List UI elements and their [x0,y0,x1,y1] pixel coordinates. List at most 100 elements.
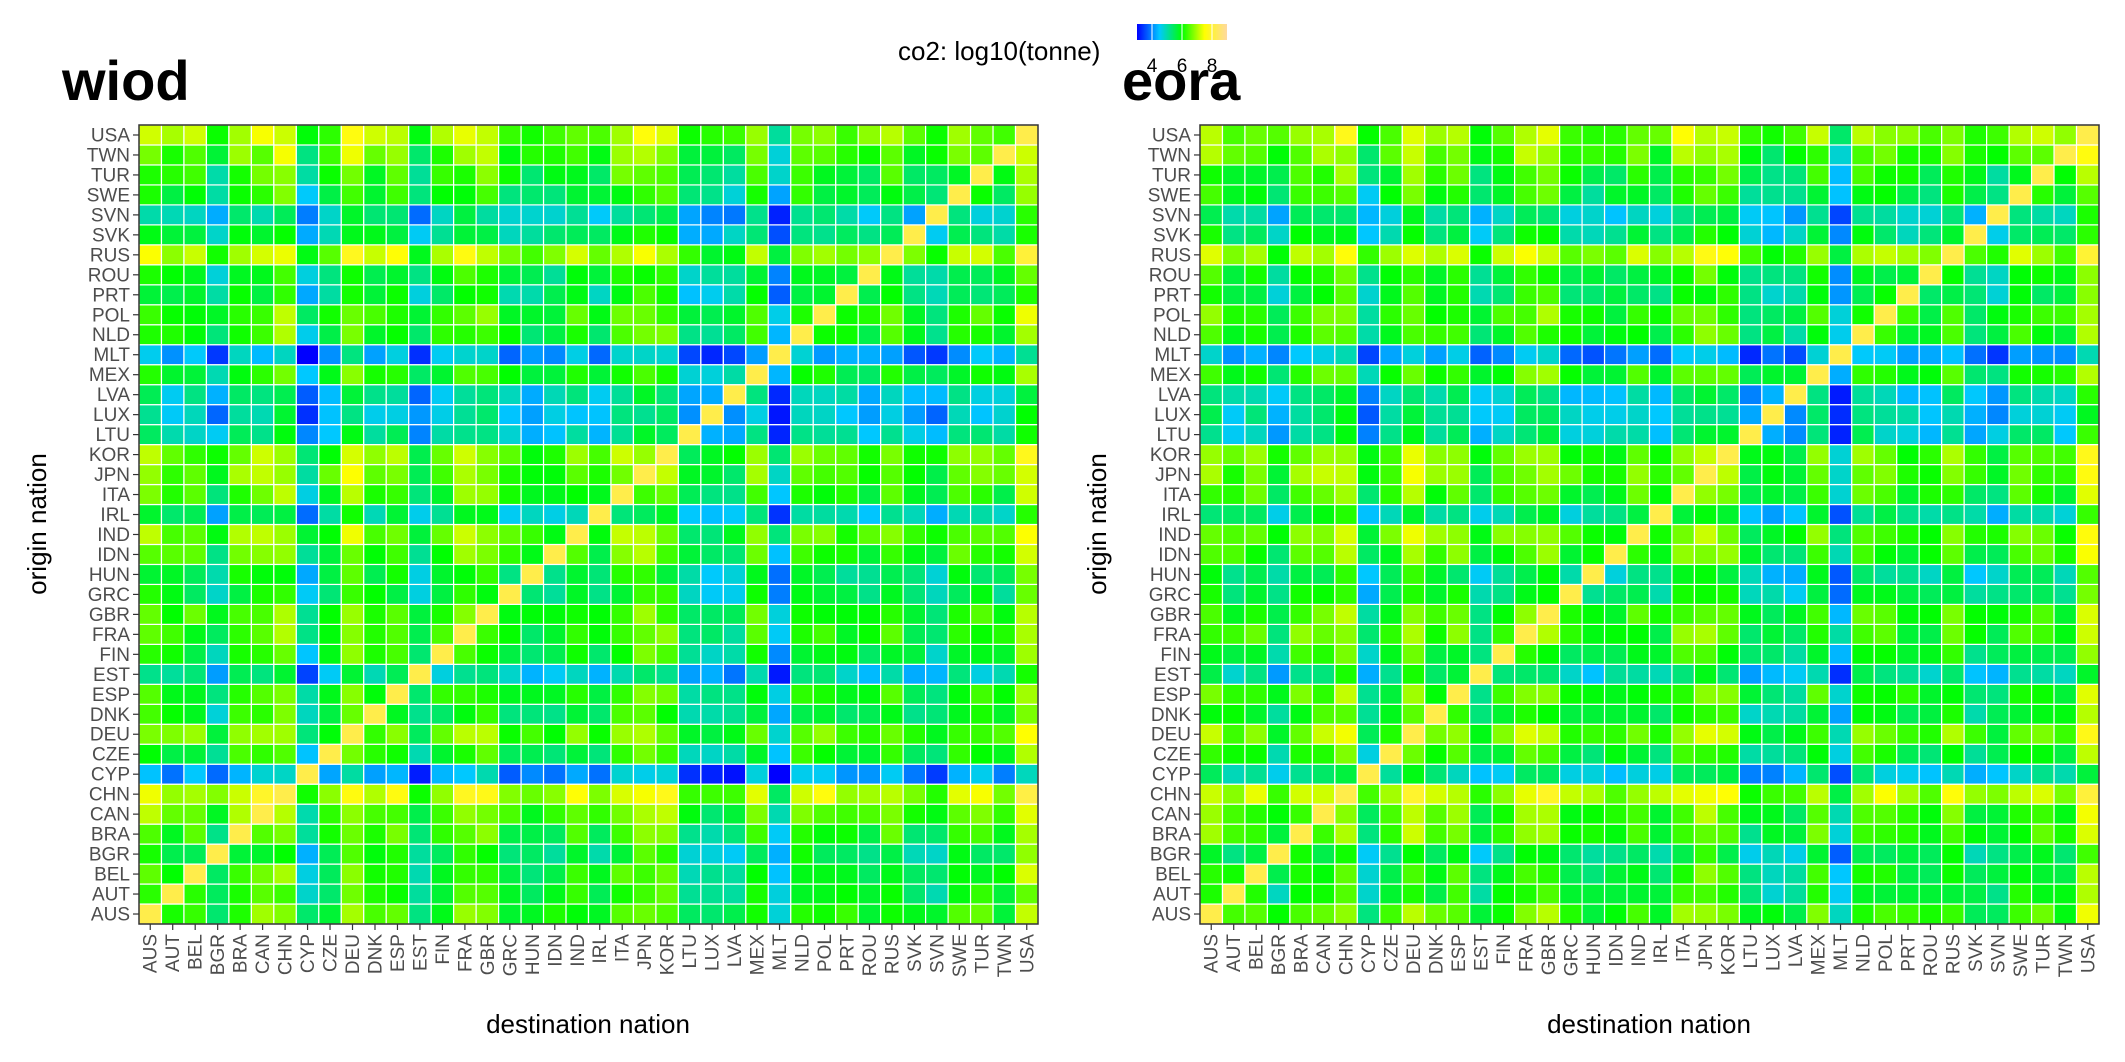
heatmap-cell [1221,444,1246,466]
heatmap-cell [1199,543,1224,566]
heatmap-cell [2008,863,2033,885]
heatmap-cell [475,184,500,206]
heatmap-cell [1266,643,1291,665]
heatmap-cell [1514,164,1538,186]
heatmap-cell [340,124,365,146]
heatmap-cell [1783,304,1808,326]
heatmap-cell [1851,324,1875,346]
heatmap-cell [1379,783,1403,805]
heatmap-cell [1603,523,1628,546]
heatmap-cell [1311,124,1336,146]
heatmap-cell [183,404,208,426]
heatmap-cell [1536,623,1561,645]
heatmap-cell [2030,723,2055,745]
heatmap-cell [857,823,882,845]
heatmap-cell [1738,723,1763,745]
heatmap-cell [1716,723,1741,745]
heatmap-cell [790,583,814,605]
heatmap-cell [205,324,230,346]
heatmap-cell [677,404,702,426]
heatmap-cell [1221,244,1246,266]
heatmap-cell [1941,663,1965,685]
heatmap-cell [1424,184,1448,206]
heatmap-cell [1873,204,1898,226]
heatmap-cell [1221,284,1246,306]
heatmap-cell [880,743,904,765]
heatmap-cell [1289,224,1313,246]
heatmap-cell [565,364,590,386]
heatmap-cell [295,723,320,745]
heatmap-cell [610,623,635,645]
heatmap-cell [812,783,837,805]
heatmap-cell [969,703,994,725]
heatmap-cell [1986,723,2010,745]
heatmap-cell [1626,264,1651,286]
y-tick-label: ESP [1153,685,1191,706]
heatmap-cell [2008,124,2033,146]
heatmap-cell [385,184,410,206]
heatmap-cell [1536,324,1561,346]
heatmap-cell [1334,164,1358,186]
heatmap-cell [1469,823,1493,845]
heatmap-cell [160,883,185,905]
heatmap-cell [273,304,297,326]
y-tick-labels-eora: AUSAUTBELBGRBRACANCHNCYPCZEDEUDNKESPESTF… [1148,125,1200,926]
heatmap-cell [2008,603,2033,625]
heatmap-cell [498,404,522,426]
heatmap-cell [722,703,747,725]
heatmap-cell [1014,124,1039,146]
heatmap-cell [475,284,500,306]
heatmap-cell [1221,723,1246,745]
heatmap-cell [1828,763,1853,785]
heatmap-cell [947,723,972,745]
heatmap-cell [1941,444,1965,466]
heatmap-cell [902,344,927,366]
heatmap-cell [1379,863,1403,885]
heatmap-cell [812,164,837,186]
heatmap-cell [1401,324,1426,346]
heatmap-cell [1693,404,1718,426]
heatmap-cell [1873,663,1898,685]
heatmap-cell [542,304,567,326]
heatmap-cell [610,763,635,785]
heatmap-cell [318,244,342,266]
heatmap-cell [790,763,814,785]
heatmap-cell [1401,703,1426,725]
heatmap-cell [273,384,297,406]
heatmap-cell [565,384,590,406]
heatmap-cell [318,863,342,885]
heatmap-cell [1014,144,1039,166]
y-tick-label: CYP [1152,765,1191,786]
heatmap-cell [498,703,522,725]
heatmap-cell [1289,683,1313,705]
heatmap-cell [1873,643,1898,665]
heatmap-cell [1986,563,2010,586]
heatmap-cell [1221,264,1246,286]
heatmap-cell [318,603,342,625]
heatmap-cell [1761,543,1785,566]
heatmap-cell [1941,284,1965,306]
y-tick-label: CZE [92,745,130,766]
heatmap-cell [812,583,837,605]
heatmap-cell [1851,783,1875,805]
heatmap-cell [1446,424,1471,446]
heatmap-cell [160,204,185,226]
heatmap-cell [1828,424,1853,446]
heatmap-cell [1806,823,1830,845]
heatmap-cell [1648,683,1673,705]
heatmap-cell [1491,224,1516,246]
heatmap-cell [318,344,342,366]
heatmap-cell [1648,344,1673,366]
heatmap-cell [1356,603,1381,625]
heatmap-cell [1266,304,1291,326]
heatmap-cell [498,563,522,586]
heatmap-cell [1014,384,1039,406]
heatmap-cell [1401,164,1426,186]
heatmap-cell [1851,364,1875,386]
heatmap-cell [408,224,432,246]
heatmap-cell [880,444,904,466]
heatmap-cell [1671,304,1696,326]
heatmap-cell [205,543,230,566]
heatmap-cell [475,404,500,426]
heatmap-cell [925,384,949,406]
